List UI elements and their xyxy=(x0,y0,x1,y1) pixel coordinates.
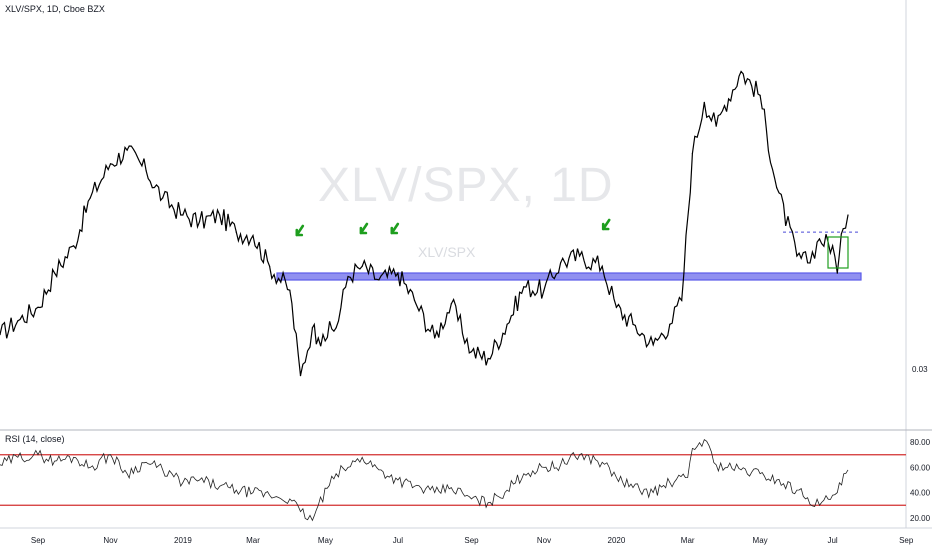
price-point xyxy=(37,306,39,308)
price-point xyxy=(579,255,581,257)
x-tick-label: Nov xyxy=(103,536,117,545)
x-tick-label: Mar xyxy=(681,536,695,545)
down-left-arrow-icon xyxy=(295,224,305,237)
price-point xyxy=(723,105,726,107)
x-tick-label: Jul xyxy=(827,536,837,545)
price-point xyxy=(413,299,416,301)
rsi-tick-label: 20.00 xyxy=(910,514,931,523)
price-point xyxy=(652,344,654,346)
price-point xyxy=(289,289,291,291)
price-point xyxy=(776,187,778,189)
x-tick-label: Sep xyxy=(464,536,479,545)
y-tick-label: 0.03 xyxy=(912,365,928,374)
down-left-arrow-icon xyxy=(390,222,400,235)
x-tick-label: May xyxy=(753,536,768,545)
price-point xyxy=(182,214,184,216)
price-pane xyxy=(0,70,862,377)
support-band xyxy=(276,272,862,281)
price-point xyxy=(450,303,452,305)
price-point xyxy=(17,320,19,322)
x-tick-label: Jul xyxy=(393,536,403,545)
price-point xyxy=(335,327,337,329)
price-point xyxy=(796,255,798,257)
rsi-pane xyxy=(0,438,906,522)
price-point xyxy=(807,262,809,264)
price-point xyxy=(681,299,683,301)
rsi-tick-label: 60.00 xyxy=(910,463,931,472)
price-point xyxy=(109,163,112,165)
price-point xyxy=(54,272,56,274)
price-point xyxy=(715,125,717,127)
price-point xyxy=(378,279,380,281)
price-point xyxy=(219,214,221,216)
price-point xyxy=(740,70,742,73)
x-tick-label: May xyxy=(318,536,333,545)
price-point xyxy=(523,286,525,288)
highlight-box xyxy=(827,236,849,269)
price-point xyxy=(89,197,91,199)
price-point xyxy=(632,323,634,325)
price-point xyxy=(162,197,164,199)
arrow-shape xyxy=(601,218,611,231)
price-point xyxy=(317,337,319,339)
arrow-shape xyxy=(390,222,400,235)
arrow-shape xyxy=(295,224,305,237)
price-point xyxy=(703,101,705,103)
symbol-watermark-small: XLV/SPX xyxy=(418,244,476,260)
price-point xyxy=(322,334,324,336)
price-point xyxy=(397,272,399,274)
arrow-shape xyxy=(359,222,369,235)
x-tick-label: Sep xyxy=(31,536,46,545)
price-point xyxy=(198,221,201,223)
axes: Sep Nov 2019 Mar May Jul Sep Nov 2020 Mar May Jul Se… xyxy=(31,365,931,545)
rsi-tick-label: 80.00 xyxy=(910,438,931,447)
price-point xyxy=(818,238,821,240)
symbol-watermark: XLV/SPX, 1D xyxy=(318,159,614,212)
x-tick-label: 2020 xyxy=(608,536,626,545)
x-tick-label: 2019 xyxy=(174,536,192,545)
annotations xyxy=(295,218,849,269)
price-point xyxy=(832,245,834,247)
price-point xyxy=(470,351,473,353)
price-point xyxy=(669,323,671,325)
price-point xyxy=(252,234,254,237)
rsi-tick-label: 40.00 xyxy=(910,489,931,498)
x-tick-label: Mar xyxy=(246,536,260,545)
price-point xyxy=(311,327,313,329)
price-point xyxy=(615,306,618,308)
down-left-arrow-icon xyxy=(359,222,369,235)
down-left-arrow-icon xyxy=(601,218,611,231)
price-point xyxy=(145,170,147,172)
symbol-title[interactable]: XLV/SPX, 1D, Cboe BZX xyxy=(5,4,105,14)
price-point xyxy=(842,228,844,230)
price-point xyxy=(361,265,363,267)
price-point xyxy=(560,262,562,264)
price-point xyxy=(543,289,545,291)
x-tick-label: Nov xyxy=(537,536,551,545)
price-point xyxy=(487,357,489,360)
price-point xyxy=(347,275,349,278)
price-point xyxy=(601,265,603,267)
price-point xyxy=(126,149,128,151)
price-point xyxy=(299,375,302,377)
price-point xyxy=(0,334,1,336)
rsi-series-line xyxy=(0,438,849,522)
price-point xyxy=(506,323,508,325)
price-point xyxy=(836,272,838,274)
rsi-indicator-title[interactable]: RSI (14, close) xyxy=(5,434,65,444)
price-point xyxy=(759,94,761,96)
price-point xyxy=(235,231,237,233)
price-point xyxy=(73,245,75,247)
price-series-line xyxy=(0,70,849,376)
price-point xyxy=(847,214,849,216)
price-point xyxy=(434,337,436,339)
price-point xyxy=(269,265,271,267)
price-point xyxy=(691,152,694,155)
x-tick-label: Sep xyxy=(899,536,914,545)
